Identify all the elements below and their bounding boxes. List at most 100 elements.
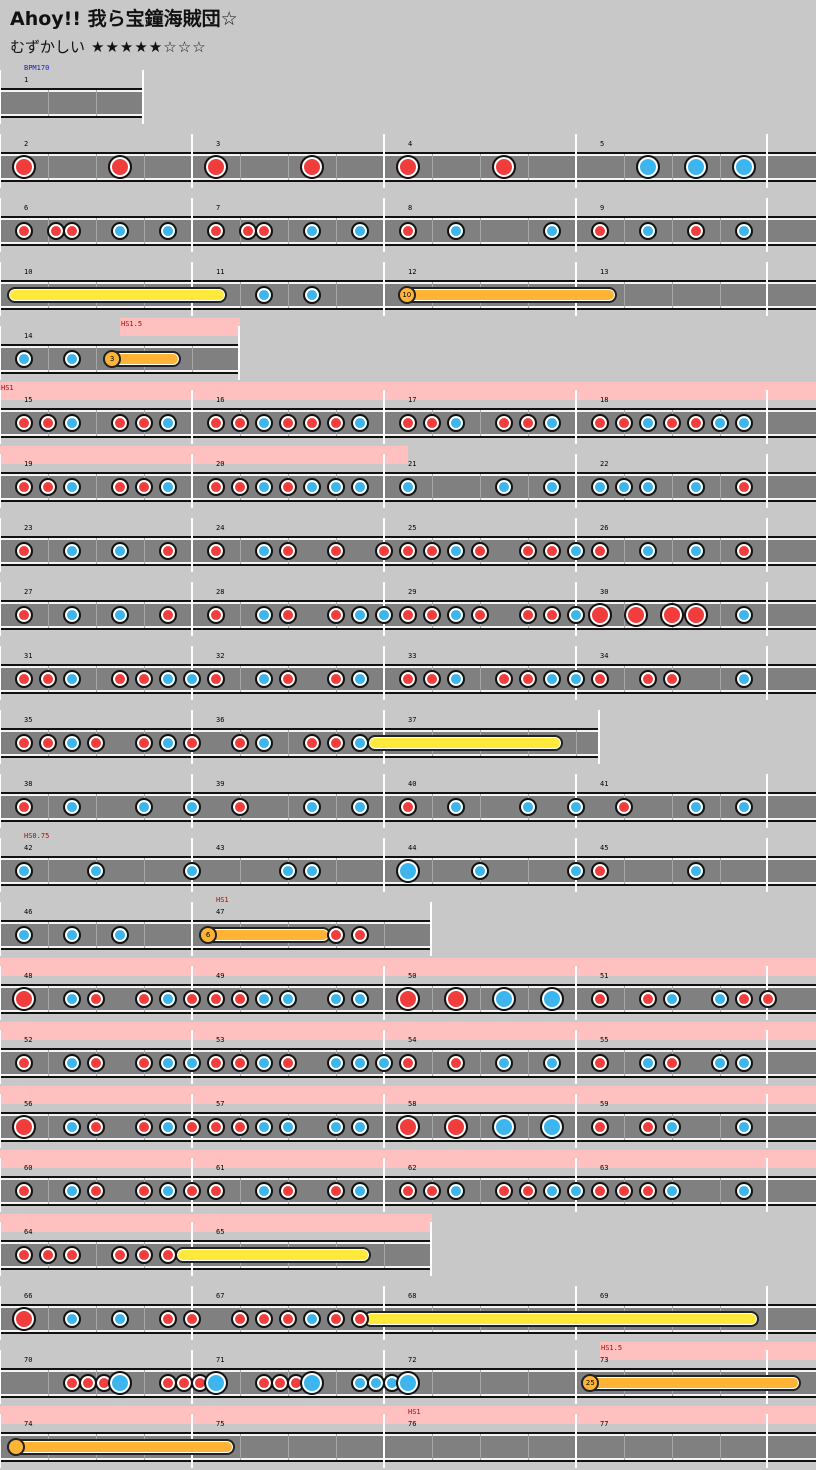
beat-line bbox=[672, 218, 673, 244]
lane-highlight bbox=[0, 498, 816, 500]
beat-line bbox=[624, 986, 625, 1012]
big-ka-note bbox=[108, 1371, 132, 1395]
ka-note bbox=[447, 414, 465, 432]
don-note bbox=[183, 990, 201, 1008]
chart-row: 27 28 29 30 bbox=[0, 574, 816, 638]
ka-note bbox=[303, 222, 321, 240]
ka-note bbox=[255, 414, 273, 432]
measure-number: 33 bbox=[408, 652, 417, 660]
beat-line bbox=[480, 1114, 481, 1140]
chart-row: 35 36 37 bbox=[0, 702, 600, 766]
measure-line bbox=[430, 902, 432, 956]
measure-number: 29 bbox=[408, 588, 417, 596]
beat-line bbox=[48, 602, 49, 628]
measure-line bbox=[0, 1414, 1, 1468]
bpm-label: BPM170 bbox=[24, 64, 50, 72]
ka-note bbox=[735, 1118, 753, 1136]
don-note bbox=[279, 1054, 297, 1072]
don-note bbox=[135, 414, 153, 432]
don-note bbox=[663, 414, 681, 432]
beat-line bbox=[672, 858, 673, 884]
beat-line bbox=[96, 794, 97, 820]
measure-number: 66 bbox=[24, 1292, 33, 1300]
don-note bbox=[111, 670, 129, 688]
balloon-roll bbox=[199, 927, 331, 943]
don-note bbox=[591, 1182, 609, 1200]
ka-note bbox=[567, 798, 585, 816]
measure-number: 54 bbox=[408, 1036, 417, 1044]
beat-line bbox=[480, 474, 481, 500]
don-note bbox=[423, 542, 441, 560]
measure-line bbox=[575, 134, 577, 188]
beat-line bbox=[288, 282, 289, 308]
beat-line bbox=[96, 922, 97, 948]
beat-line bbox=[96, 538, 97, 564]
chart-row: 2 3 4 5 bbox=[0, 126, 816, 190]
measure-number: 7 bbox=[216, 204, 221, 212]
lane-highlight bbox=[0, 794, 816, 796]
don-note bbox=[231, 734, 249, 752]
don-note bbox=[207, 414, 225, 432]
ka-note bbox=[447, 670, 465, 688]
ka-note bbox=[639, 542, 657, 560]
measure-line bbox=[766, 646, 768, 700]
measure-line bbox=[383, 1094, 385, 1148]
measure-number: 42 bbox=[24, 844, 33, 852]
beat-line bbox=[144, 1370, 145, 1396]
beat-line bbox=[480, 154, 481, 180]
don-note bbox=[231, 798, 249, 816]
don-note bbox=[135, 1054, 153, 1072]
beat-line bbox=[96, 346, 97, 372]
ka-note bbox=[279, 862, 297, 880]
measure-number: 20 bbox=[216, 460, 225, 468]
measure-line bbox=[575, 966, 577, 1020]
don-note bbox=[663, 670, 681, 688]
lane-highlight bbox=[0, 346, 240, 348]
scroll-speed-band bbox=[0, 1214, 432, 1232]
measure-number: 36 bbox=[216, 716, 225, 724]
balloon-roll bbox=[7, 1439, 235, 1455]
don-note bbox=[399, 1054, 417, 1072]
chart-row: 60 61 62 63 bbox=[0, 1150, 816, 1214]
ka-note bbox=[399, 478, 417, 496]
don-note bbox=[303, 734, 321, 752]
beat-line bbox=[96, 1242, 97, 1268]
ka-note bbox=[447, 1182, 465, 1200]
drumroll-note bbox=[367, 735, 564, 751]
beat-line bbox=[672, 538, 673, 564]
ka-note bbox=[567, 606, 585, 624]
ka-note bbox=[375, 606, 393, 624]
measure-number: 62 bbox=[408, 1164, 417, 1172]
big-ka-note bbox=[396, 859, 420, 883]
measure-line bbox=[383, 262, 385, 316]
chart-row: 38 39 40 41 bbox=[0, 766, 816, 830]
lane-highlight bbox=[0, 1010, 816, 1012]
beat-line bbox=[480, 1178, 481, 1204]
note-lane bbox=[0, 344, 240, 374]
big-ka-note bbox=[300, 1371, 324, 1395]
beat-line bbox=[48, 1050, 49, 1076]
beat-line bbox=[336, 1434, 337, 1460]
ka-note bbox=[711, 990, 729, 1008]
measure-line bbox=[0, 198, 1, 252]
measure-line bbox=[191, 454, 193, 508]
don-note bbox=[423, 606, 441, 624]
measure-number: 57 bbox=[216, 1100, 225, 1108]
beat-line bbox=[624, 1434, 625, 1460]
chart-row: 66 67 68 69 bbox=[0, 1278, 816, 1342]
measure-number: 63 bbox=[600, 1164, 609, 1172]
measure-number: 61 bbox=[216, 1164, 225, 1172]
ka-note bbox=[447, 542, 465, 560]
don-note bbox=[255, 222, 273, 240]
lane-highlight bbox=[0, 434, 816, 436]
chart-row: HS1 15 16 17 18 bbox=[0, 382, 816, 446]
big-don-note bbox=[12, 155, 36, 179]
chart-row: 42 43 44 45 HS0.75 bbox=[0, 830, 816, 894]
ka-note bbox=[639, 414, 657, 432]
ka-note bbox=[255, 1118, 273, 1136]
beat-line bbox=[144, 154, 145, 180]
beat-line bbox=[288, 1434, 289, 1460]
measure-line bbox=[766, 198, 768, 252]
beat-line bbox=[336, 154, 337, 180]
measure-line bbox=[383, 774, 385, 828]
